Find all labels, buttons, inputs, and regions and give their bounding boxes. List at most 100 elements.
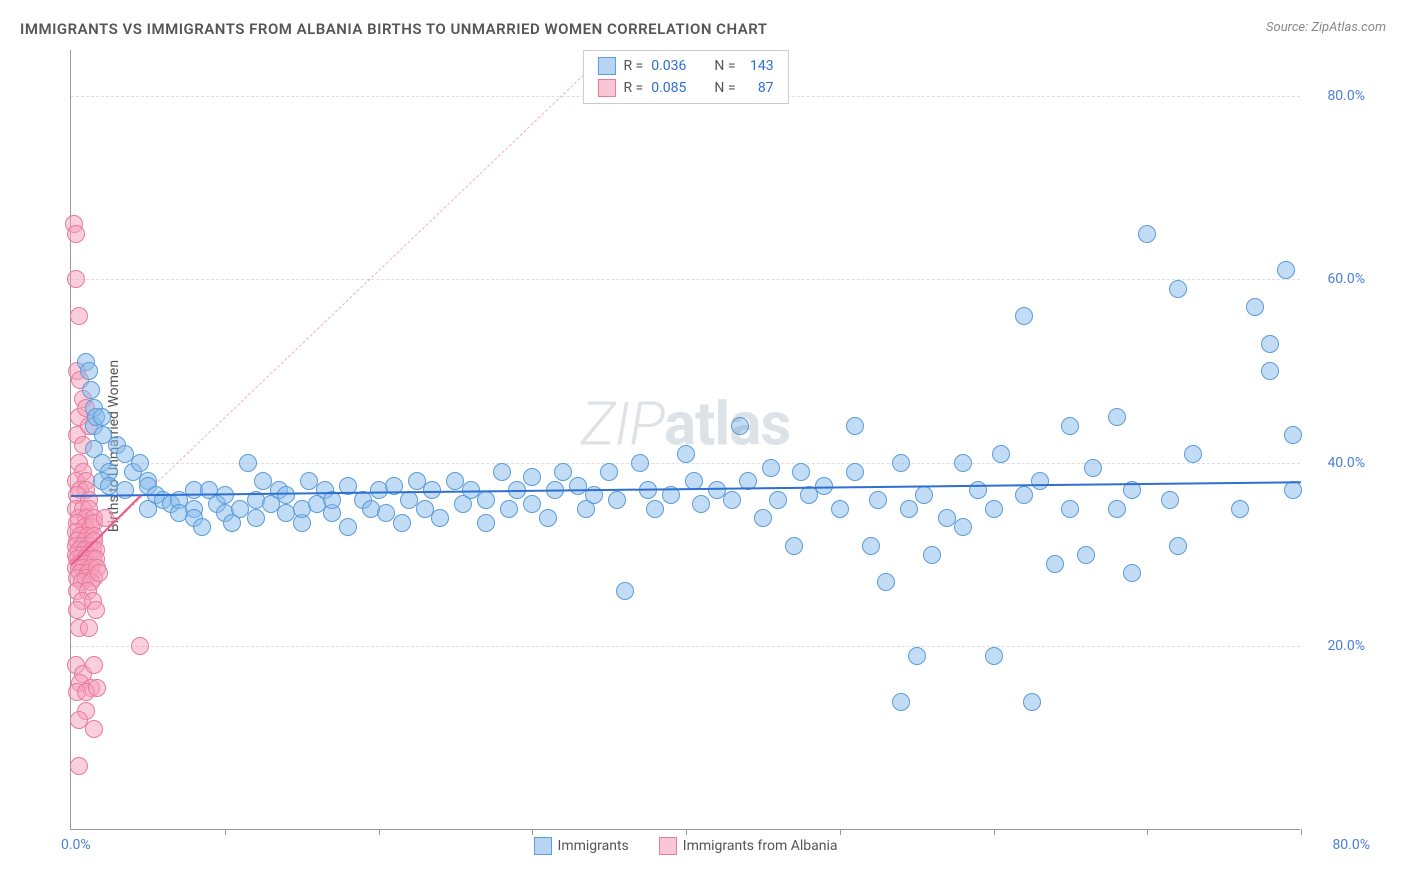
data-point-immigrants: [915, 486, 933, 504]
legend-series-item: Immigrants: [534, 837, 629, 855]
data-point-immigrants: [1161, 491, 1179, 509]
data-point-immigrants: [339, 518, 357, 536]
data-point-immigrants: [1261, 335, 1279, 353]
chart-title: IMMIGRANTS VS IMMIGRANTS FROM ALBANIA BI…: [20, 20, 1386, 38]
x-tick: [532, 829, 533, 835]
data-point-immigrants: [1061, 500, 1079, 518]
data-point-immigrants: [539, 509, 557, 527]
data-point-albania: [85, 720, 103, 738]
data-point-albania: [70, 757, 88, 775]
correlation-chart: IMMIGRANTS VS IMMIGRANTS FROM ALBANIA BI…: [20, 20, 1386, 872]
data-point-immigrants: [493, 463, 511, 481]
legend-swatch: [597, 57, 615, 75]
data-point-immigrants: [900, 500, 918, 518]
data-point-immigrants: [908, 647, 926, 665]
data-point-immigrants: [792, 463, 810, 481]
data-point-immigrants: [477, 491, 495, 509]
data-point-albania: [85, 656, 103, 674]
data-point-immigrants: [608, 491, 626, 509]
data-point-immigrants: [1023, 693, 1041, 711]
x-tick: [686, 829, 687, 835]
data-point-immigrants: [923, 546, 941, 564]
data-point-immigrants: [1169, 537, 1187, 555]
data-point-immigrants: [247, 509, 265, 527]
data-point-immigrants: [677, 445, 695, 463]
data-point-immigrants: [131, 454, 149, 472]
legend-series-label: Immigrants from Albania: [683, 838, 838, 854]
r-label: R =: [623, 58, 643, 74]
data-point-immigrants: [892, 693, 910, 711]
data-point-immigrants: [393, 514, 411, 532]
data-point-immigrants: [954, 454, 972, 472]
data-point-immigrants: [431, 509, 449, 527]
data-point-immigrants: [477, 514, 495, 532]
data-point-immigrants: [869, 491, 887, 509]
data-point-albania: [67, 225, 85, 243]
data-point-immigrants: [1231, 500, 1249, 518]
x-tick: [1301, 829, 1302, 835]
legend-swatch: [659, 837, 677, 855]
data-point-immigrants: [762, 459, 780, 477]
data-point-immigrants: [1169, 280, 1187, 298]
data-point-immigrants: [193, 518, 211, 536]
data-point-albania: [88, 679, 106, 697]
data-point-immigrants: [616, 582, 634, 600]
data-point-immigrants: [985, 647, 1003, 665]
x-axis-start-label: 0.0%: [61, 837, 91, 853]
data-point-immigrants: [846, 417, 864, 435]
data-point-immigrants: [82, 381, 100, 399]
data-point-albania: [90, 564, 108, 582]
data-point-immigrants: [731, 417, 749, 435]
data-point-immigrants: [877, 573, 895, 591]
data-point-immigrants: [754, 509, 772, 527]
data-point-immigrants: [1246, 298, 1264, 316]
source-credit: Source: ZipAtlas.com: [1266, 20, 1386, 35]
data-point-albania: [87, 601, 105, 619]
data-point-albania: [67, 270, 85, 288]
data-point-immigrants: [1077, 546, 1095, 564]
x-tick: [840, 829, 841, 835]
legend-series-label: Immigrants: [558, 838, 629, 854]
y-tick-label: 60.0%: [1327, 271, 1365, 287]
gridline-horizontal: [71, 279, 1300, 280]
y-tick-label: 80.0%: [1327, 88, 1365, 104]
data-point-immigrants: [1277, 261, 1295, 279]
n-label: N =: [714, 58, 735, 74]
data-point-immigrants: [523, 495, 541, 513]
data-point-immigrants: [646, 500, 664, 518]
data-point-immigrants: [1138, 225, 1156, 243]
data-point-immigrants: [1123, 564, 1141, 582]
data-point-immigrants: [80, 362, 98, 380]
data-point-immigrants: [992, 445, 1010, 463]
data-point-immigrants: [1108, 408, 1126, 426]
y-tick-label: 20.0%: [1327, 638, 1365, 654]
legend-stat-row: R =0.085N =87: [597, 77, 773, 99]
legend-stat-row: R =0.036N =143: [597, 55, 773, 77]
data-point-immigrants: [239, 454, 257, 472]
x-axis-end-label: 80.0%: [1332, 837, 1370, 853]
x-tick: [225, 829, 226, 835]
data-point-immigrants: [954, 518, 972, 536]
x-tick: [1147, 829, 1148, 835]
data-point-immigrants: [985, 500, 1003, 518]
data-point-immigrants: [600, 463, 618, 481]
data-point-immigrants: [1284, 481, 1302, 499]
data-point-immigrants: [277, 486, 295, 504]
data-point-immigrants: [1261, 362, 1279, 380]
n-value: 87: [744, 80, 774, 96]
x-tick: [379, 829, 380, 835]
data-point-albania: [80, 619, 98, 637]
data-point-immigrants: [769, 491, 787, 509]
data-point-immigrants: [1084, 459, 1102, 477]
data-point-immigrants: [1061, 417, 1079, 435]
data-point-immigrants: [1015, 486, 1033, 504]
legend-series-item: Immigrants from Albania: [659, 837, 838, 855]
data-point-immigrants: [846, 463, 864, 481]
n-label: N =: [714, 80, 735, 96]
data-point-albania: [70, 307, 88, 325]
data-point-immigrants: [692, 495, 710, 513]
data-point-immigrants: [1184, 445, 1202, 463]
x-tick: [994, 829, 995, 835]
data-point-immigrants: [631, 454, 649, 472]
data-point-immigrants: [1015, 307, 1033, 325]
